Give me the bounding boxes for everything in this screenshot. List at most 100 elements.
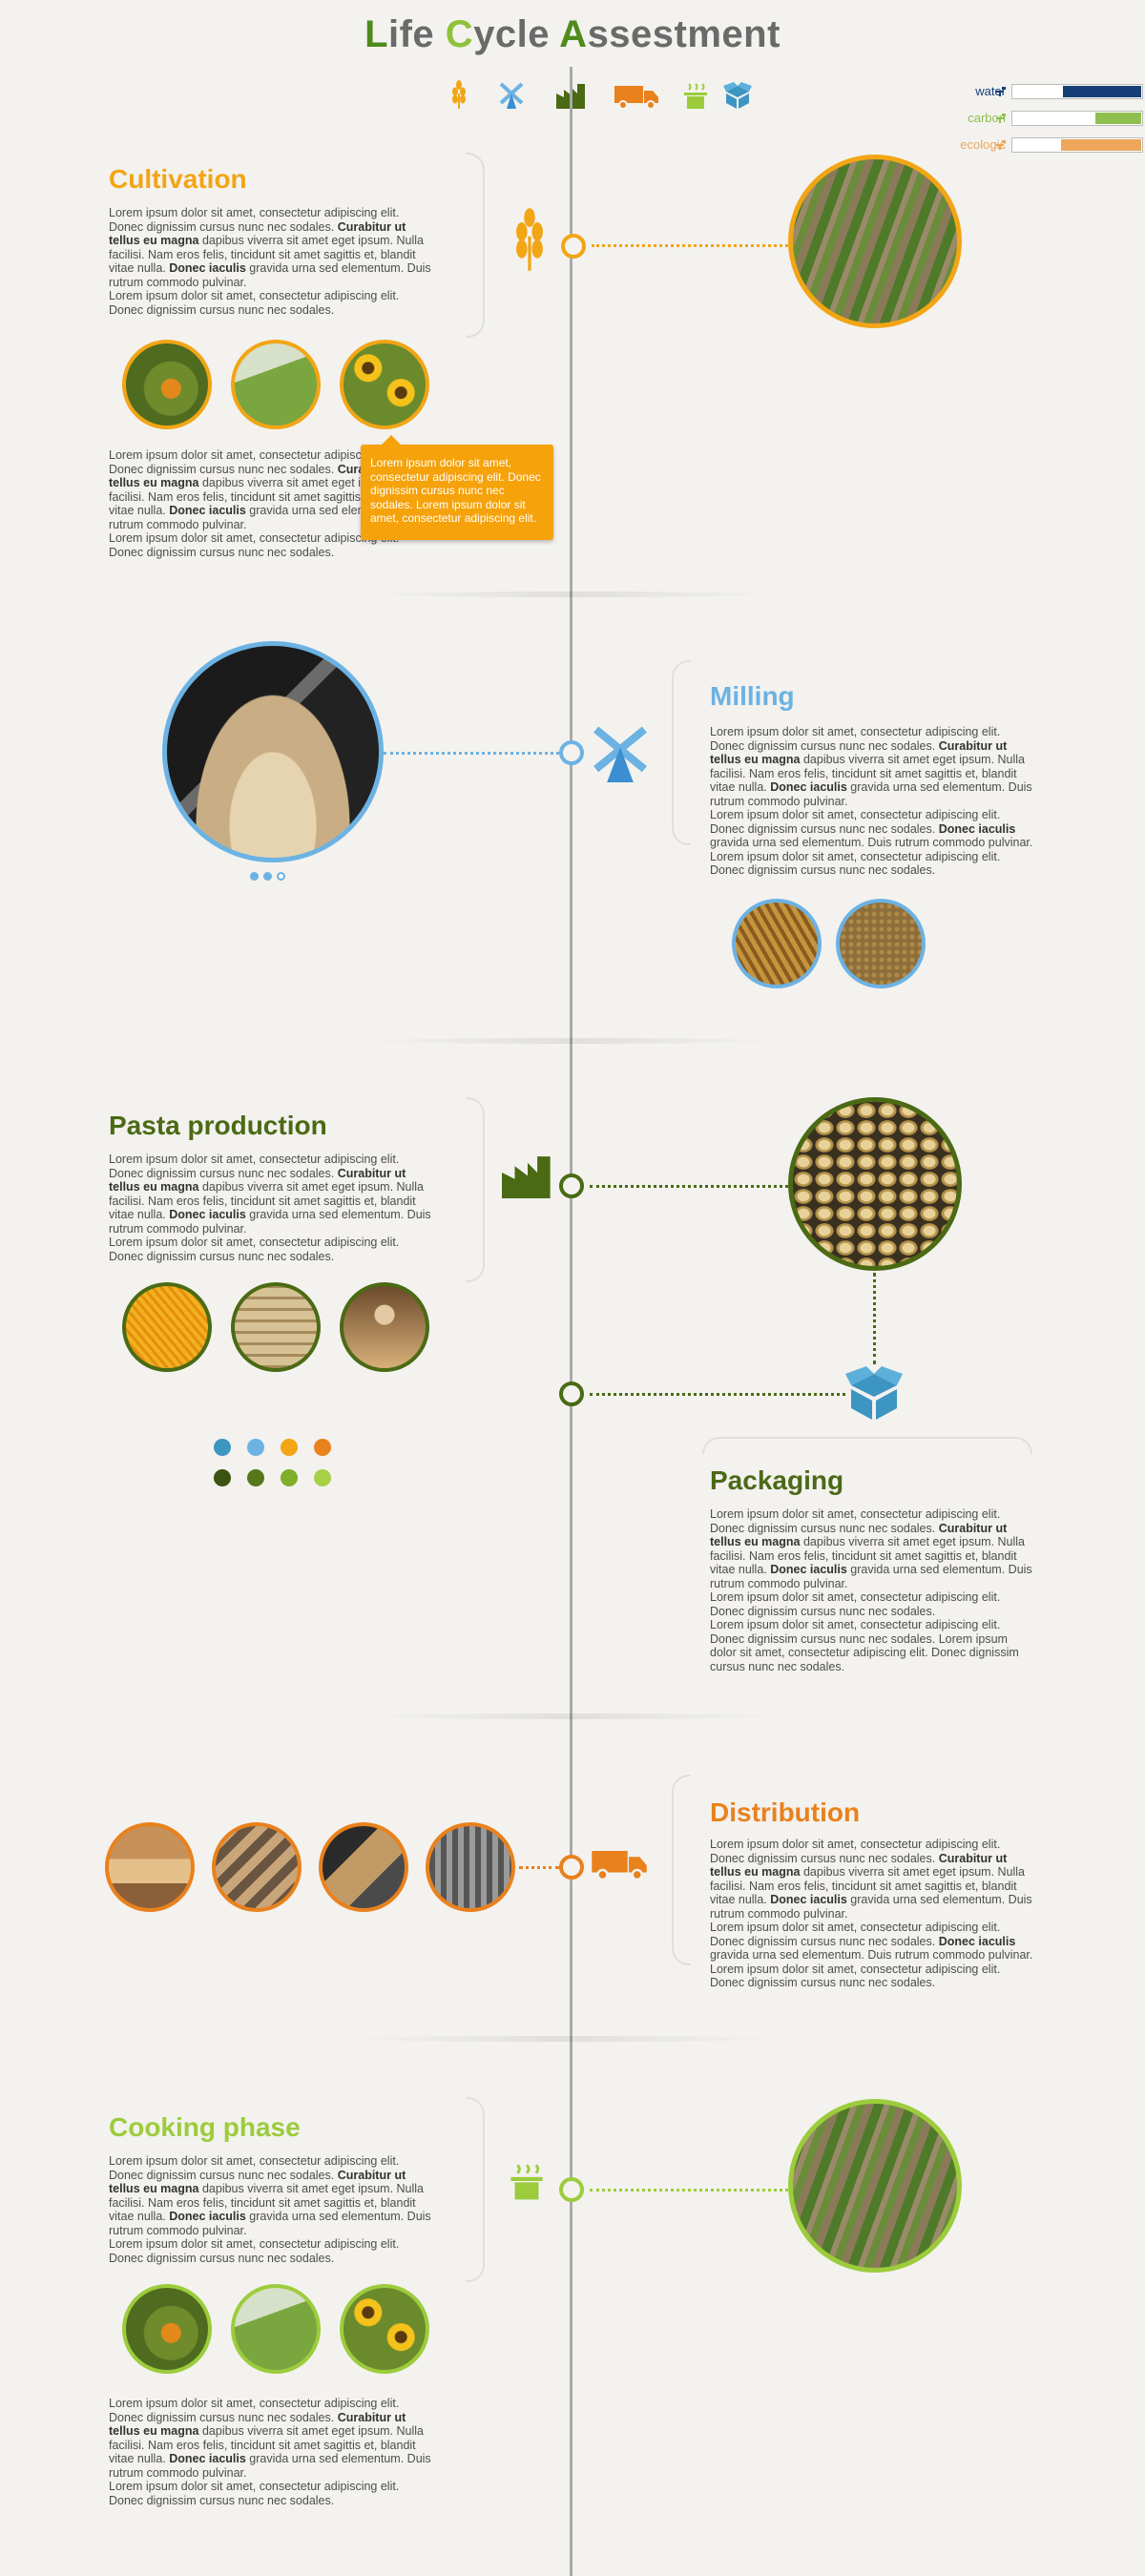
box-icon[interactable] [723, 82, 752, 109]
timeline-node-packaging[interactable] [559, 1381, 584, 1406]
text: Donec iaculis [169, 261, 246, 275]
bracket [672, 660, 691, 845]
text: Lorem ipsum dolor sit amet, consectetur … [109, 1236, 400, 1263]
photo-pasta-shells[interactable] [788, 1097, 962, 1271]
thumb-olive[interactable] [122, 340, 212, 429]
connector [590, 1185, 788, 1188]
divider [363, 1038, 782, 1044]
text: Donec iaculis [169, 2210, 246, 2223]
thumb-wheat[interactable] [732, 899, 822, 988]
photo-corn-field[interactable] [788, 2099, 962, 2273]
text: Curabitur ut tellus eu magna [109, 2410, 406, 2439]
color-dot[interactable] [281, 1469, 298, 1486]
text: Lorem ipsum dolor sit amet, consectetur … [710, 1838, 1001, 1865]
photo-flour[interactable] [162, 641, 384, 862]
wheat-icon[interactable] [448, 80, 469, 109]
title-part: ife [388, 13, 446, 55]
tooltip: Lorem ipsum dolor sit amet, consectetur … [361, 435, 553, 540]
text: Lorem ipsum dolor sit amet, consectetur … [710, 1590, 1001, 1618]
color-dot[interactable] [247, 1439, 264, 1456]
text: Lorem ipsum dolor sit amet, consectetur … [109, 2237, 400, 2265]
nav-icons [448, 80, 763, 113]
timeline-node-distribution[interactable] [559, 1855, 584, 1880]
thumb-spaghetti[interactable] [122, 1282, 212, 1372]
color-dot[interactable] [281, 1439, 298, 1456]
thumb-drying-racks[interactable] [231, 1282, 321, 1372]
timeline-node-milling[interactable] [559, 740, 584, 765]
tap-icon [996, 114, 1006, 123]
text: gravida urna sed elementum. Duis rutrum … [710, 1893, 1032, 1921]
title-part: L [364, 13, 388, 55]
thumb-conveyor[interactable] [212, 1822, 302, 1912]
divider [344, 2036, 782, 2042]
section-text: Lorem ipsum dolor sit amet, consectetur … [109, 2154, 433, 2265]
text: dapibus viverra sit amet eget ipsum. Nul… [109, 1180, 425, 1221]
thumb-sunflowers[interactable] [340, 340, 429, 429]
windmill-icon[interactable] [499, 82, 524, 109]
text: Donec iaculis [169, 1208, 246, 1221]
text: Curabitur ut tellus eu magna [710, 1521, 1008, 1549]
truck-icon [592, 1851, 647, 1880]
legend-label-ecologic: ecologic [960, 137, 1006, 152]
legend-fill-water [1063, 86, 1141, 97]
text: gravida urna sed elementum. Duis rutrum … [109, 1208, 431, 1236]
thumb-worker[interactable] [340, 1282, 429, 1372]
carousel-dot[interactable] [250, 872, 259, 881]
text: dapibus viverra sit amet eget ipsum. Nul… [109, 2424, 425, 2465]
text: Donec iaculis [938, 1934, 1016, 1948]
carousel-dot[interactable] [277, 872, 285, 881]
thumb-greenhouse[interactable] [231, 2284, 321, 2374]
thumb-grain[interactable] [836, 899, 926, 988]
timeline-node-cultivation[interactable] [561, 234, 586, 259]
text: gravida urna sed elementum. Duis rutrum … [109, 2452, 431, 2480]
color-dot[interactable] [314, 1439, 331, 1456]
bracket [466, 1097, 485, 1282]
text: Lorem ipsum dolor sit amet, consectetur … [109, 289, 400, 317]
connector [873, 1273, 876, 1364]
legend-bar-ecologic [1011, 137, 1143, 153]
thumb-sunflowers[interactable] [340, 2284, 429, 2374]
section-title-cooking: Cooking phase [109, 2112, 301, 2142]
text: Lorem ipsum dolor sit amet, consectetur … [109, 448, 400, 476]
pot-icon[interactable] [683, 82, 708, 109]
thumb-machinery[interactable] [426, 1822, 515, 1912]
carousel-dots [250, 872, 307, 883]
color-dot[interactable] [214, 1469, 231, 1486]
color-dot[interactable] [314, 1469, 331, 1486]
text: Lorem ipsum dolor sit amet, consectetur … [109, 206, 400, 234]
section-title-distribution: Distribution [710, 1797, 861, 1827]
color-dot[interactable] [214, 1439, 231, 1456]
thumb-warehouse[interactable] [105, 1822, 195, 1912]
truck-icon[interactable] [614, 86, 658, 109]
color-dot[interactable] [247, 1469, 264, 1486]
connector [590, 2189, 788, 2192]
legend: water carbon ecologic [935, 82, 1145, 158]
section-text: Lorem ipsum dolor sit amet, consectetur … [710, 725, 1034, 878]
windmill-icon [593, 726, 647, 782]
thumb-boxes[interactable] [319, 1822, 408, 1912]
legend-fill-ecologic [1060, 139, 1141, 151]
text: Lorem ipsum dolor sit amet, consectetur … [109, 1153, 400, 1180]
text: dapibus viverra sit amet eget ipsum. Nul… [109, 2182, 425, 2223]
text: gravida urna sed elementum. Duis rutrum … [710, 1948, 1033, 1962]
text: Lorem ipsum dolor sit amet, consectetur … [109, 2397, 400, 2424]
bracket [672, 1775, 691, 1965]
text: Lorem ipsum dolor sit amet, consectetur … [710, 849, 1001, 878]
text: Curabitur ut tellus eu magna [710, 738, 1008, 767]
thumb-olive[interactable] [122, 2284, 212, 2374]
carousel-dot[interactable] [263, 872, 272, 881]
thumb-greenhouse[interactable] [231, 340, 321, 429]
section-title-milling: Milling [710, 681, 795, 711]
section-text: Lorem ipsum dolor sit amet, consectetur … [710, 1838, 1034, 1990]
text: Donec iaculis [169, 504, 246, 517]
timeline-node-pasta[interactable] [559, 1174, 584, 1198]
text: Donec iaculis [770, 780, 847, 794]
text: Lorem ipsum dolor sit amet, consectetur … [109, 2154, 400, 2182]
photo-corn-field[interactable] [788, 155, 962, 328]
divider [363, 1714, 782, 1719]
timeline-node-cooking[interactable] [559, 2177, 584, 2202]
tap-icon [996, 87, 1006, 96]
text: dapibus viverra sit amet eget ipsum. Nul… [710, 753, 1026, 794]
text: Lorem ipsum dolor sit amet, consectetur … [710, 1962, 1001, 1990]
text: Lorem ipsum dolor sit amet, consectetur … [710, 808, 1001, 836]
